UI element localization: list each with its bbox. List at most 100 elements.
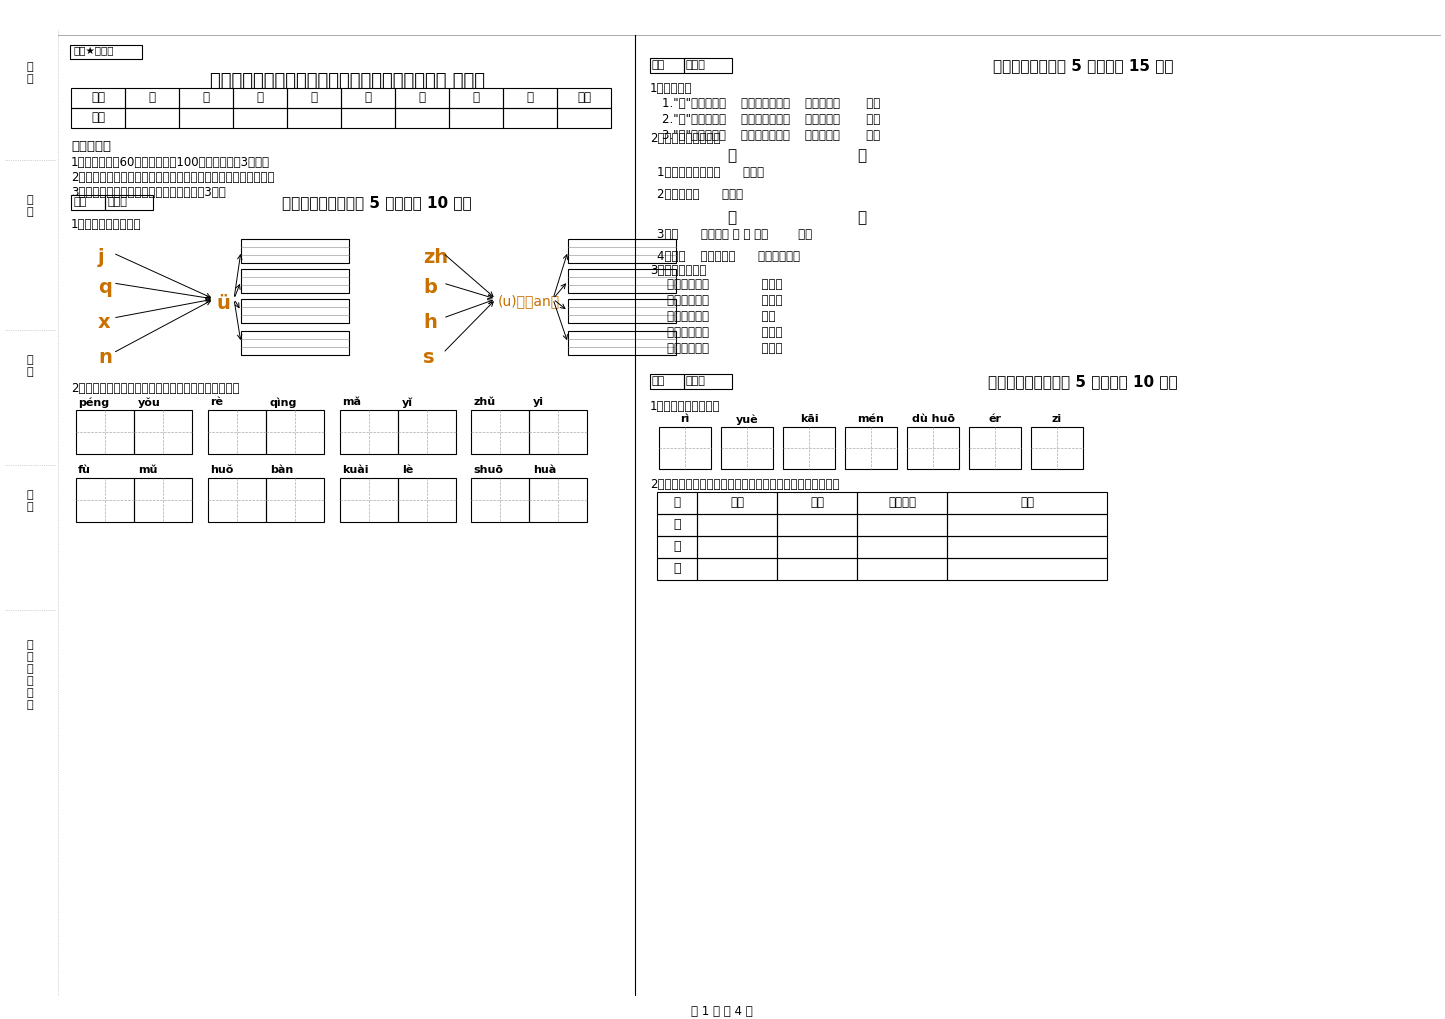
Text: 2、真阅读下面每组拼音，相信你一定能写出词语来。: 2、真阅读下面每组拼音，相信你一定能写出词语来。: [71, 382, 240, 395]
Bar: [241, 239, 350, 263]
Bar: [696, 492, 777, 514]
Bar: [71, 88, 126, 108]
Bar: [397, 410, 457, 454]
Text: 六: 六: [419, 91, 425, 104]
Bar: [946, 558, 1107, 580]
Text: shuō: shuō: [473, 465, 503, 475]
Text: 2、这里是（      ）口。: 2、这里是（ ）口。: [657, 187, 743, 201]
Bar: [970, 427, 1022, 469]
Text: 校: 校: [26, 502, 33, 512]
Bar: [449, 88, 503, 108]
Bar: [288, 108, 341, 128]
Bar: [857, 536, 946, 558]
Text: 八: 八: [526, 91, 533, 104]
Bar: [126, 88, 179, 108]
Text: 总分: 总分: [577, 91, 591, 104]
Text: 1、我会拼，我会写。: 1、我会拼，我会写。: [71, 218, 142, 231]
Text: 第 1 页 共 4 页: 第 1 页 共 4 页: [691, 1005, 753, 1018]
Text: péng: péng: [78, 397, 110, 408]
Text: 四: 四: [311, 91, 318, 104]
Text: huà: huà: [533, 465, 556, 475]
Text: 考试须知：: 考试须知：: [71, 140, 111, 153]
Text: yǐ: yǐ: [402, 397, 413, 408]
Text: h: h: [423, 313, 436, 332]
Text: （: （: [26, 664, 33, 674]
Text: zhǔ: zhǔ: [473, 397, 496, 407]
Bar: [946, 492, 1107, 514]
Bar: [568, 239, 676, 263]
Bar: [696, 536, 777, 558]
Bar: [503, 108, 556, 128]
Text: 名: 名: [26, 207, 33, 217]
Text: 1、我会填。: 1、我会填。: [650, 82, 692, 95]
Bar: [394, 108, 449, 128]
Text: 字: 字: [673, 496, 681, 510]
Bar: [777, 536, 857, 558]
Bar: [266, 410, 324, 454]
Text: 地里的小草（              ）的。: 地里的小草（ ）的。: [668, 278, 783, 291]
Text: 2、你能选择正确吗？: 2、你能选择正确吗？: [650, 132, 721, 145]
Bar: [659, 427, 711, 469]
Text: 考: 考: [26, 62, 33, 72]
Text: 天: 天: [727, 210, 736, 225]
Bar: [341, 88, 394, 108]
Text: ér: ér: [988, 414, 1001, 424]
Bar: [503, 88, 556, 108]
Text: dù huō: dù huō: [912, 414, 955, 424]
Text: 1."几"共有几画（    ），第二画是（    ），组词（       ）。: 1."几"共有几画（ ），第二画是（ ），组词（ ）。: [662, 97, 880, 110]
Bar: [657, 536, 696, 558]
Bar: [449, 108, 503, 128]
Bar: [266, 478, 324, 522]
Text: 3、（      ）雨下了 整 整 一（        ）。: 3、（ ）雨下了 整 整 一（ ）。: [657, 228, 812, 242]
Bar: [340, 410, 397, 454]
Text: 得分: 得分: [91, 111, 105, 124]
Text: 评卷人: 评卷人: [107, 197, 127, 207]
Text: lè: lè: [402, 465, 413, 475]
Bar: [394, 88, 449, 108]
Text: 绝密★启用前: 绝密★启用前: [74, 46, 114, 56]
Bar: [208, 478, 266, 522]
Text: 1、考试时间：60分钟，满分为100分（含卷面分3分）。: 1、考试时间：60分钟，满分为100分（含卷面分3分）。: [71, 156, 270, 169]
Bar: [241, 331, 350, 355]
Text: 读音: 读音: [730, 496, 744, 510]
Text: rè: rè: [210, 397, 223, 407]
Text: b: b: [423, 278, 436, 297]
Text: 得分: 得分: [74, 197, 87, 207]
Text: 2、请首先按要求在试卷的指定位置填写您的姓名、班级、学号。: 2、请首先按要求在试卷的指定位置填写您的姓名、班级、学号。: [71, 171, 275, 184]
Bar: [857, 514, 946, 536]
Text: fù: fù: [78, 465, 91, 475]
Bar: [126, 108, 179, 128]
Bar: [471, 410, 529, 454]
Text: 一共几画: 一共几画: [889, 496, 916, 510]
Text: bàn: bàn: [270, 465, 293, 475]
Bar: [341, 108, 394, 128]
Text: 一、拼音部分（每题 5 分，共计 10 分）: 一、拼音部分（每题 5 分，共计 10 分）: [282, 195, 473, 210]
Text: 七: 七: [473, 91, 480, 104]
Text: 二、填空题（每题 5 分，共计 15 分）: 二、填空题（每题 5 分，共计 15 分）: [993, 58, 1173, 73]
Text: 评卷人: 评卷人: [686, 376, 705, 386]
Bar: [777, 492, 857, 514]
Text: huǒ: huǒ: [210, 465, 234, 475]
Bar: [946, 536, 1107, 558]
Bar: [783, 427, 835, 469]
Bar: [233, 108, 288, 128]
Bar: [241, 269, 350, 293]
Text: 3、照样子填词。: 3、照样子填词。: [650, 264, 707, 277]
Bar: [134, 410, 192, 454]
Text: 2、你会使用字典吧！请用查字典之方法填写表格，要认真！: 2、你会使用字典吧！请用查字典之方法填写表格，要认真！: [650, 478, 840, 491]
Text: 评卷人: 评卷人: [686, 60, 705, 70]
Text: j: j: [98, 248, 104, 267]
Text: 高高的天空（              ）的: 高高的天空（ ）的: [668, 310, 776, 323]
Text: yi: yi: [533, 397, 543, 407]
Text: 1、我们来自四面（      ）方。: 1、我们来自四面（ ）方。: [657, 166, 764, 179]
Text: 学: 学: [26, 490, 33, 500]
Bar: [657, 558, 696, 580]
Bar: [556, 108, 611, 128]
Bar: [77, 478, 134, 522]
Bar: [657, 514, 696, 536]
Text: 三、识字写字（每题 5 分，共计 10 分）: 三、识字写字（每题 5 分，共计 10 分）: [988, 374, 1178, 389]
Text: ）: ）: [26, 700, 33, 710]
Text: 2."牙"共有几画（    ），第二画是（    ），组词（       ）。: 2."牙"共有几画（ ），第二画是（ ），组词（ ）。: [662, 113, 880, 126]
Text: 得分: 得分: [652, 60, 665, 70]
Text: 小鸡的羽毛（              ）的。: 小鸡的羽毛（ ）的。: [668, 342, 783, 355]
